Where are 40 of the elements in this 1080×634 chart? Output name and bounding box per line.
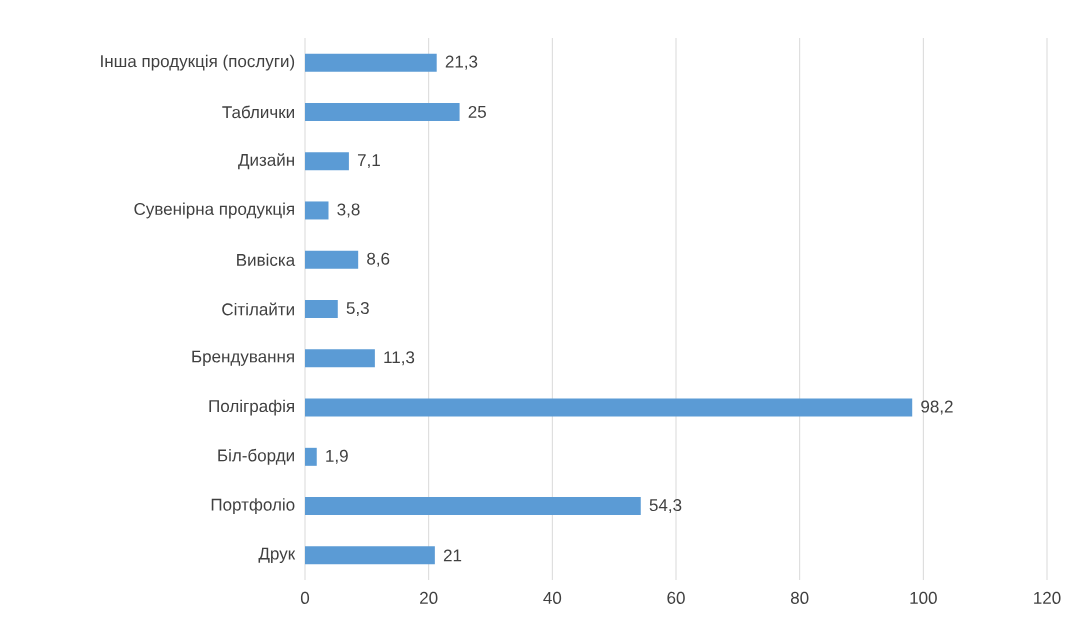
x-tick-label: 100 (910, 591, 937, 604)
data-label: 8,6 (367, 252, 390, 267)
bar (305, 398, 913, 417)
bar (305, 102, 460, 121)
bar (305, 546, 435, 565)
data-label: 11,3 (384, 351, 415, 366)
y-tick-label: Сувенірна продукція (134, 202, 294, 219)
data-label: 5,3 (346, 301, 369, 317)
bar (305, 201, 329, 220)
y-tick-label: Біл-борди (218, 448, 294, 465)
data-label: 3,8 (337, 203, 360, 218)
bar (305, 349, 375, 368)
bar (305, 250, 359, 269)
x-tick-label: 60 (667, 591, 685, 604)
y-tick-label: Дизайн (238, 153, 294, 170)
x-tick-label: 80 (790, 591, 809, 604)
y-tick-label: Таблички (222, 105, 294, 119)
y-tick-label: Вивіска (237, 253, 296, 266)
x-tick-label: 0 (300, 591, 310, 604)
bar (305, 300, 338, 318)
y-tick-label: Друк (258, 547, 296, 563)
data-label: 25 (468, 105, 486, 118)
bar (305, 53, 437, 72)
data-label: 21 (443, 549, 462, 562)
y-tick-label: Брендування (192, 350, 294, 366)
y-tick-label: Інша продукція (послуги) (101, 54, 295, 71)
data-label: 1,9 (326, 449, 348, 464)
x-tick-label: 40 (543, 591, 562, 604)
bar (305, 447, 317, 466)
data-label: 54,3 (649, 499, 682, 514)
bar (305, 152, 349, 171)
y-tick-label: Портфоліо (211, 498, 295, 515)
x-tick-label: 120 (1034, 591, 1061, 604)
y-tick-label: Сітілайти (222, 302, 294, 316)
data-label: 21,3 (445, 55, 478, 70)
bar (305, 497, 641, 516)
data-label: 98,2 (921, 400, 953, 415)
y-tick-label: Поліграфія (209, 399, 294, 416)
data-label: 7,1 (357, 154, 380, 169)
x-tick-label: 20 (420, 591, 438, 604)
